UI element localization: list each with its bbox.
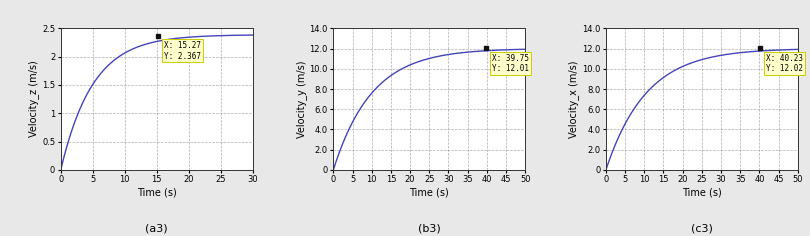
Text: X: 40.23
Y: 12.02: X: 40.23 Y: 12.02 <box>766 54 803 73</box>
Text: X: 15.27
Y: 2.367: X: 15.27 Y: 2.367 <box>164 41 201 60</box>
Y-axis label: Velocity_z (m/s): Velocity_z (m/s) <box>28 61 40 138</box>
Text: X: 39.75
Y: 12.01: X: 39.75 Y: 12.01 <box>492 54 529 73</box>
Text: (c3): (c3) <box>691 224 713 234</box>
X-axis label: Time (s): Time (s) <box>137 187 177 197</box>
Text: (a3): (a3) <box>146 224 168 234</box>
Y-axis label: Velocity_y (m/s): Velocity_y (m/s) <box>296 60 307 138</box>
X-axis label: Time (s): Time (s) <box>682 187 722 197</box>
Y-axis label: Velocity_x (m/s): Velocity_x (m/s) <box>569 60 579 138</box>
X-axis label: Time (s): Time (s) <box>409 187 450 197</box>
Text: (b3): (b3) <box>418 224 441 234</box>
